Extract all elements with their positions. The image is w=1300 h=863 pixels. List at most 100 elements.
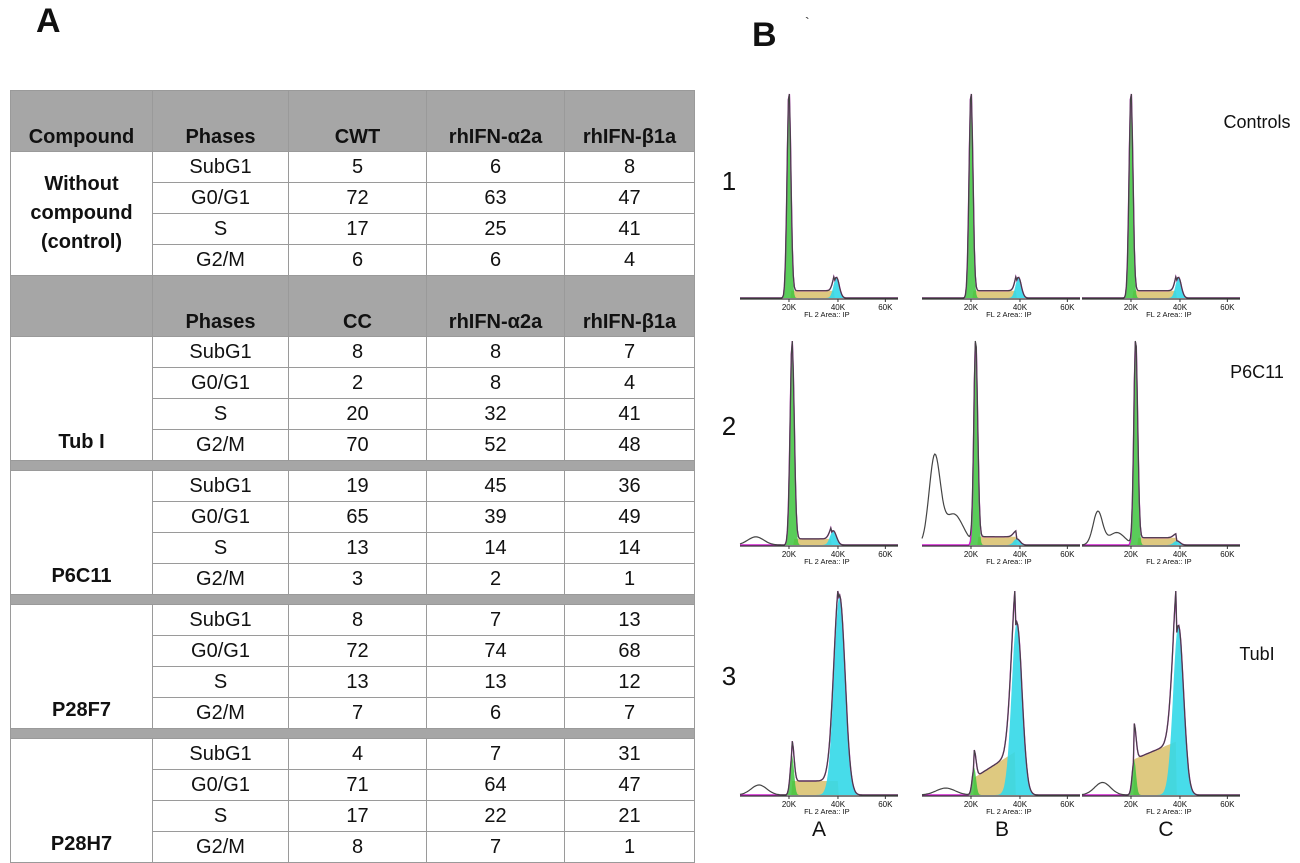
table-row: S 17 22 21 [11, 800, 695, 832]
histogram-g1-peak [740, 94, 898, 298]
table-cell: 71 [288, 769, 427, 801]
x-tick-label: 40K [831, 303, 846, 312]
separator-cell [10, 594, 695, 605]
histogram-data-line [739, 590, 898, 796]
x-axis-label: FL 2 Area:: IP [986, 310, 1032, 319]
row-number-2: 2 [722, 411, 736, 441]
histogram-s-phase [1082, 537, 1240, 545]
table-cell: 13 [564, 604, 695, 636]
histogram-g2m-peak [740, 595, 898, 795]
table-cell: G0/G1 [152, 367, 289, 399]
header-cell: Phases [152, 275, 289, 337]
histogram-s-phase [740, 781, 898, 795]
table-cell: 19 [288, 470, 427, 502]
table-cell: 7 [426, 738, 565, 770]
table-cell: 32 [426, 398, 565, 430]
header-cell: Compound [10, 90, 153, 152]
x-tick-label: 20K [782, 800, 797, 809]
histogram-s-phase [922, 752, 1080, 795]
histogram-g1-peak [1082, 341, 1240, 545]
compound-cell: P28H7 [10, 738, 153, 863]
header-cell: rhIFN-α2a [426, 90, 565, 152]
table-cell: 7 [288, 697, 427, 729]
table-row: G0/G1 65 39 49 [11, 501, 695, 533]
table-cell: 25 [426, 213, 565, 245]
table-cell: G0/G1 [152, 182, 289, 214]
group-separator [10, 728, 695, 739]
compound-cell: Tub I [10, 336, 153, 461]
histogram-g1-peak [922, 94, 1080, 298]
group-separator [10, 460, 695, 471]
column-label-c: C [1158, 818, 1173, 841]
row-label-p6c11: P6C11 [1230, 362, 1284, 382]
histogram-s-phase [1082, 290, 1240, 298]
histogram-data-line [1082, 93, 1240, 299]
separator-cell [10, 460, 695, 471]
x-tick-label: 60K [878, 550, 893, 559]
table-cell: G2/M [152, 244, 289, 276]
x-tick-label: 40K [831, 550, 846, 559]
table-cell: S [152, 666, 289, 698]
table-cell: 31 [564, 738, 695, 770]
table-row: G2/M 3 2 1 [11, 563, 695, 595]
table-cell: 4 [564, 367, 695, 399]
table-cell: SubG1 [152, 604, 289, 636]
histogram-fit-line [922, 93, 1080, 299]
table-cell: 14 [426, 532, 565, 564]
panel-b-label: B [752, 16, 777, 54]
table-cell: 49 [564, 501, 695, 533]
compound-cell: Without compound (control) [10, 151, 153, 276]
table-cell: 13 [426, 666, 565, 698]
x-axis-label: FL 2 Area:: IP [1146, 807, 1192, 816]
table-cell: 4 [288, 738, 427, 770]
histogram-s-phase [922, 536, 1080, 545]
table-cell: 22 [426, 800, 565, 832]
table-cell: SubG1 [152, 470, 289, 502]
table-row: S 17 25 41 [11, 213, 695, 245]
header-cell: CWT [288, 90, 427, 152]
table-row: P6C11 SubG1 19 45 36 [10, 470, 695, 595]
table-cell: 8 [288, 831, 427, 863]
column-label-a: A [812, 818, 826, 841]
column-label-b: B [995, 818, 1009, 841]
x-tick-label: 60K [1220, 303, 1235, 312]
histogram-g1-peak [740, 341, 898, 545]
x-axis-label: FL 2 Area:: IP [986, 807, 1032, 816]
x-tick-label: 60K [878, 303, 893, 312]
histogram-fit-line [740, 93, 898, 299]
table-cell: S [152, 800, 289, 832]
x-tick-label: 20K [964, 550, 979, 559]
table-cell: 1 [564, 831, 695, 863]
table-cell: G2/M [152, 831, 289, 863]
table-cell: 36 [564, 470, 695, 502]
histogram-s-phase [1082, 741, 1240, 795]
x-tick-label: 60K [1060, 303, 1075, 312]
x-tick-label: 40K [831, 800, 846, 809]
x-tick-label: 60K [1060, 800, 1075, 809]
header-cell [10, 275, 153, 337]
row-label-controls: Controls [1223, 112, 1290, 132]
histogram-data-line [1081, 340, 1240, 546]
table-cell: 1 [564, 563, 695, 595]
table-row: P28F7 SubG1 8 7 13 [10, 604, 695, 729]
table-cell: 7 [426, 604, 565, 636]
table-cell: 17 [288, 213, 427, 245]
table-cell: 20 [288, 398, 427, 430]
table-cell: 47 [564, 182, 695, 214]
x-tick-label: 20K [964, 800, 979, 809]
table-cell: 74 [426, 635, 565, 667]
x-axis-label: FL 2 Area:: IP [804, 557, 850, 566]
table-cell: 13 [288, 666, 427, 698]
table-cell: 2 [426, 563, 565, 595]
header-cell: rhIFN-α2a [426, 275, 565, 337]
table-cell: S [152, 398, 289, 430]
histogram-fit-line [1082, 341, 1240, 546]
table-cell: 7 [564, 336, 695, 368]
table-row: Without compound (control) SubG1 5 6 8 [10, 151, 695, 276]
table-header-row-2: Phases CC rhIFN-α2a rhIFN-β1a [10, 275, 695, 337]
panel-a-label: A [36, 2, 61, 40]
stray-mark: ` [805, 14, 810, 30]
table-cell: 41 [564, 398, 695, 430]
row-number-1: 1 [722, 166, 736, 196]
